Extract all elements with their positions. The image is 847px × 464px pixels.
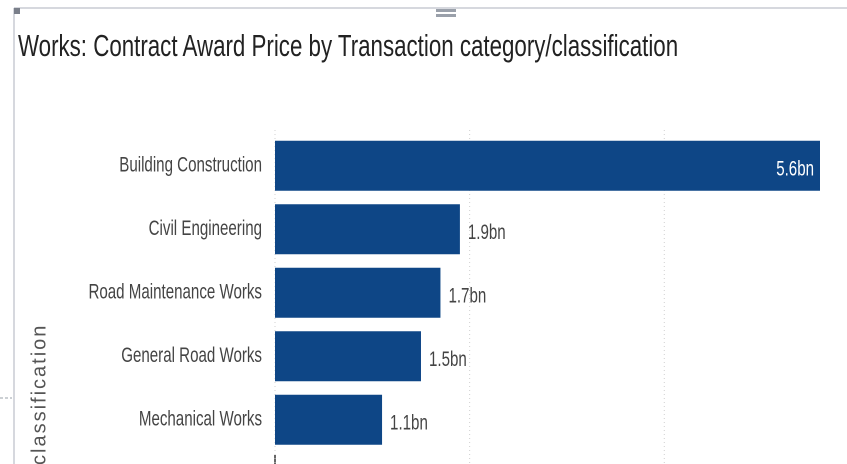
- drag-grip: [436, 14, 456, 17]
- category-label-group: Road Maintenance Works: [88, 279, 262, 303]
- y-tick-label: Road Maintenance Works: [88, 279, 262, 303]
- bar: [275, 331, 421, 382]
- data-label: 1.5bn: [429, 346, 467, 370]
- data-label-group: 1.9bn: [468, 219, 506, 243]
- drag-grip: [436, 9, 456, 12]
- resize-handle: [14, 8, 20, 14]
- category-label-group: Mechanical Works: [139, 406, 262, 430]
- data-label-group: 5.6bn: [776, 156, 814, 180]
- y-tick-label: Civil Engineering: [149, 215, 262, 239]
- bar: [275, 267, 441, 318]
- y-tick-label: General Road Works: [121, 342, 262, 366]
- y-tick-label: Building Construction: [119, 152, 262, 176]
- category-label-group: Building Construction: [119, 152, 262, 176]
- bar: [275, 204, 460, 255]
- data-label: 5.6bn: [776, 156, 814, 180]
- bar: [275, 394, 383, 445]
- data-label-group: 1.5bn: [429, 346, 467, 370]
- data-label: 1.9bn: [468, 219, 506, 243]
- data-label-group: 1.7bn: [448, 283, 486, 307]
- data-label: 1.1bn: [390, 410, 428, 434]
- data-label-group: 1.1bn: [390, 410, 428, 434]
- data-label: 1.7bn: [448, 283, 486, 307]
- category-label-group: Civil Engineering: [149, 215, 262, 239]
- y-tick-label: Mechanical Works: [139, 406, 262, 430]
- category-label-group: General Road Works: [121, 342, 262, 366]
- bar: [275, 140, 820, 191]
- y-axis-label: classification: [28, 324, 50, 464]
- chart-title: Works: Contract Award Price by Transacti…: [18, 29, 678, 63]
